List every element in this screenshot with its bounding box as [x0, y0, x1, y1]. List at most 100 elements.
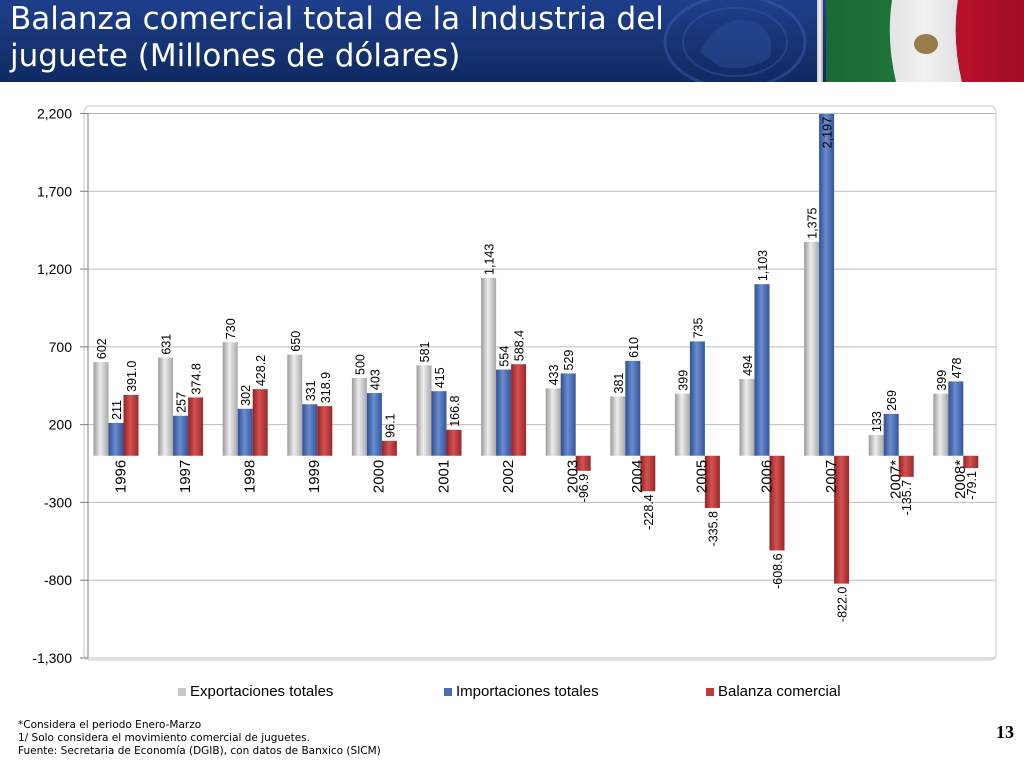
data-label-imports: 478: [950, 357, 964, 378]
bar-exports: [674, 393, 690, 456]
data-label-balance: 166.8: [448, 395, 462, 426]
data-label-balance: 96.1: [383, 413, 397, 437]
y-tick-label: 2,200: [37, 106, 72, 122]
x-category-label: 2000: [371, 460, 388, 493]
data-label-balance: 391.0: [125, 361, 139, 392]
data-label-balance: -822.0: [836, 587, 850, 622]
x-category-label: 2004: [629, 460, 646, 493]
data-label-imports: 529: [562, 350, 576, 371]
bar-exports: [933, 393, 949, 456]
gridlines: [80, 113, 996, 659]
plot-area-frame: [83, 105, 997, 661]
bar-imports: [883, 413, 899, 456]
data-label-imports: 2,197: [821, 117, 835, 148]
data-label-imports: 610: [627, 337, 641, 358]
data-label-imports: 302: [239, 385, 253, 406]
bar-imports: [366, 393, 382, 456]
data-label-exports: 631: [160, 334, 174, 355]
footnotes: *Considera el periodo Enero-Marzo 1/ Sol…: [18, 719, 381, 758]
y-tick-label: -1,300: [32, 650, 72, 666]
bar-balance: [381, 440, 397, 456]
x-category-label: 2005: [694, 460, 711, 493]
bar-imports: [625, 360, 641, 456]
footnote-scope: 1/ Solo considera el movimiento comercia…: [18, 732, 310, 744]
x-category-label: 2008*: [952, 460, 969, 499]
legend-label-exports: Exportaciones totales: [190, 683, 334, 700]
data-label-balance: -335.8: [706, 511, 720, 546]
y-tick-label: 1,700: [37, 183, 72, 199]
bar-exports: [739, 378, 755, 456]
data-label-balance: -608.6: [771, 553, 785, 588]
bar-balance: [640, 455, 656, 492]
bar-imports: [173, 415, 189, 456]
bar-balance: [446, 429, 462, 456]
bar-exports: [287, 354, 303, 456]
bar-exports: [481, 277, 497, 456]
bar-exports: [158, 357, 174, 456]
data-label-exports: 399: [676, 370, 690, 391]
x-category-label: 1996: [112, 460, 129, 493]
legend-item-balance: Balanza comercial: [706, 683, 841, 700]
x-category-label: 2003: [565, 460, 582, 493]
data-label-imports: 269: [885, 390, 899, 411]
data-label-balance: -135.7: [900, 480, 914, 515]
y-tick-label: -300: [44, 494, 72, 510]
slide-header: Balanza comercial total de la Industria …: [0, 0, 1024, 82]
data-label-balance: 428.2: [254, 355, 268, 386]
x-category-label: 1998: [242, 460, 259, 493]
data-label-exports: 602: [95, 338, 109, 359]
footnote-period: *Considera el periodo Enero-Marzo: [18, 719, 202, 731]
data-label-imports: 415: [433, 367, 447, 388]
data-label-exports: 500: [353, 354, 367, 375]
bar-imports: [108, 422, 124, 456]
bar-balance: [834, 455, 850, 584]
x-category-label: 2001: [435, 460, 452, 493]
bars: [93, 113, 979, 584]
data-label-exports: 494: [741, 355, 755, 376]
bar-exports: [416, 365, 432, 456]
page-number: 13: [996, 722, 1014, 742]
data-label-imports: 554: [498, 346, 512, 367]
data-label-imports: 331: [304, 380, 318, 401]
bar-imports: [819, 113, 835, 456]
legend-label-balance: Balanza comercial: [718, 683, 841, 700]
title-line-1: Balanza comercial total de la Industria …: [10, 1, 664, 37]
x-category-label: 1999: [306, 460, 323, 493]
legend-item-imports: Importaciones totales: [444, 683, 599, 700]
bar-imports: [431, 391, 447, 456]
x-axis-category-labels: 1996 1997 1998 1999 2000 2001 2002 2003 2004 2005…: [112, 460, 969, 499]
data-label-balance: 318.9: [319, 372, 333, 403]
bar-balance: [317, 406, 333, 456]
bar-imports: [302, 404, 318, 456]
data-label-imports: 403: [368, 369, 382, 390]
data-label-imports: 211: [110, 400, 124, 420]
data-label-imports: 735: [691, 318, 705, 339]
data-label-exports: 1,143: [483, 244, 497, 275]
government-emblem-watermark: [663, 0, 807, 82]
data-label-exports: 730: [224, 318, 238, 339]
x-category-label: 2007*: [888, 460, 905, 499]
bar-exports: [93, 362, 109, 456]
data-label-exports: 433: [547, 364, 561, 385]
legend-label-imports: Importaciones totales: [456, 683, 599, 700]
bar-imports: [496, 369, 512, 456]
data-label-exports: 581: [418, 341, 432, 362]
bar-exports: [545, 388, 561, 456]
bar-exports: [351, 377, 367, 456]
data-label-balance: 588.4: [513, 330, 527, 361]
bar-exports: [804, 241, 820, 456]
bar-imports: [948, 381, 964, 456]
bar-imports: [560, 373, 576, 456]
data-label-balance: -228.4: [642, 494, 656, 529]
x-category-label: 2006: [758, 460, 775, 493]
y-axis-tick-labels: 2,200 1,700 1,200 700 200 -300 -800 -1,300: [32, 106, 72, 667]
bar-balance: [704, 455, 720, 508]
legend-swatch-balance: [706, 687, 714, 696]
bar-balance: [511, 364, 527, 456]
data-label-exports: 399: [935, 370, 949, 391]
legend-item-exports: Exportaciones totales: [178, 683, 333, 700]
data-label-imports: 1,103: [756, 250, 770, 281]
x-category-label: 2002: [500, 460, 517, 493]
bar-imports: [689, 341, 705, 456]
bar-balance: [252, 389, 268, 456]
